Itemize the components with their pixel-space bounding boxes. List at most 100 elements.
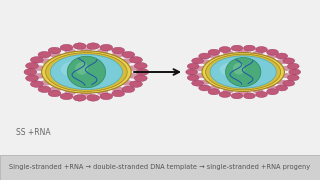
Ellipse shape [34,66,45,71]
Ellipse shape [267,89,278,95]
Ellipse shape [40,80,51,85]
Ellipse shape [200,60,211,64]
Ellipse shape [192,80,204,86]
Ellipse shape [128,73,139,78]
Text: Single-stranded +RNA → double-stranded DNA template → single-stranded +RNA proge: Single-stranded +RNA → double-stranded D… [9,164,311,170]
Ellipse shape [276,80,286,84]
Ellipse shape [48,47,61,54]
Ellipse shape [122,51,135,58]
Ellipse shape [281,66,291,71]
Ellipse shape [283,80,295,86]
Ellipse shape [256,47,267,53]
Ellipse shape [244,93,255,99]
Ellipse shape [208,49,220,55]
Ellipse shape [24,69,37,75]
Ellipse shape [226,58,261,86]
Ellipse shape [136,69,149,75]
Ellipse shape [48,90,61,97]
Ellipse shape [30,57,43,63]
Ellipse shape [253,89,263,93]
Ellipse shape [192,58,204,64]
Ellipse shape [111,53,122,58]
Ellipse shape [81,48,92,53]
Ellipse shape [208,89,220,95]
Ellipse shape [223,89,233,93]
Ellipse shape [128,66,139,71]
Ellipse shape [266,54,276,59]
Ellipse shape [195,73,205,78]
Ellipse shape [97,49,108,54]
Ellipse shape [81,91,92,96]
Ellipse shape [187,75,199,81]
Ellipse shape [26,75,38,82]
Ellipse shape [220,61,255,78]
Ellipse shape [210,54,220,59]
Ellipse shape [40,59,51,63]
Ellipse shape [60,93,73,100]
Ellipse shape [238,90,248,94]
Ellipse shape [97,90,108,95]
Ellipse shape [112,90,124,97]
Ellipse shape [46,53,127,91]
Ellipse shape [30,81,43,87]
Ellipse shape [134,75,147,82]
Ellipse shape [100,93,113,100]
Ellipse shape [266,85,276,90]
Ellipse shape [238,50,248,54]
Ellipse shape [219,47,231,53]
Ellipse shape [200,80,211,84]
Ellipse shape [231,93,243,99]
Ellipse shape [26,62,38,69]
Ellipse shape [122,59,133,64]
Ellipse shape [65,49,76,54]
Ellipse shape [195,66,205,71]
Ellipse shape [231,45,243,51]
Ellipse shape [223,51,233,55]
Ellipse shape [253,51,263,55]
Ellipse shape [51,54,123,90]
Ellipse shape [276,53,288,59]
FancyBboxPatch shape [0,155,320,180]
Ellipse shape [87,95,100,101]
Ellipse shape [233,63,245,75]
Ellipse shape [65,90,76,95]
Ellipse shape [130,81,142,87]
Text: SS +RNA: SS +RNA [16,128,51,137]
Ellipse shape [276,85,288,91]
Ellipse shape [122,86,135,93]
Ellipse shape [289,69,300,75]
Ellipse shape [276,60,286,64]
Ellipse shape [202,53,284,91]
Ellipse shape [130,57,142,63]
Ellipse shape [51,53,61,58]
Ellipse shape [67,56,106,88]
Ellipse shape [60,44,73,51]
Ellipse shape [210,56,276,88]
Ellipse shape [187,63,199,69]
Ellipse shape [122,81,133,86]
Ellipse shape [73,95,86,101]
Ellipse shape [42,51,131,93]
Ellipse shape [75,62,88,75]
Ellipse shape [134,62,147,69]
Ellipse shape [210,85,220,90]
Ellipse shape [100,44,113,51]
Ellipse shape [87,43,100,49]
Ellipse shape [186,69,197,75]
Ellipse shape [199,85,211,91]
Ellipse shape [281,73,291,78]
Ellipse shape [199,53,211,59]
Ellipse shape [111,86,122,91]
Ellipse shape [73,43,86,49]
Ellipse shape [283,58,295,64]
Ellipse shape [267,49,278,55]
Ellipse shape [38,86,51,93]
Ellipse shape [34,73,45,78]
Ellipse shape [219,91,231,97]
Ellipse shape [51,86,61,91]
Ellipse shape [61,60,99,78]
Ellipse shape [287,75,299,81]
Ellipse shape [256,91,267,97]
Ellipse shape [38,51,51,58]
Ellipse shape [112,47,124,54]
